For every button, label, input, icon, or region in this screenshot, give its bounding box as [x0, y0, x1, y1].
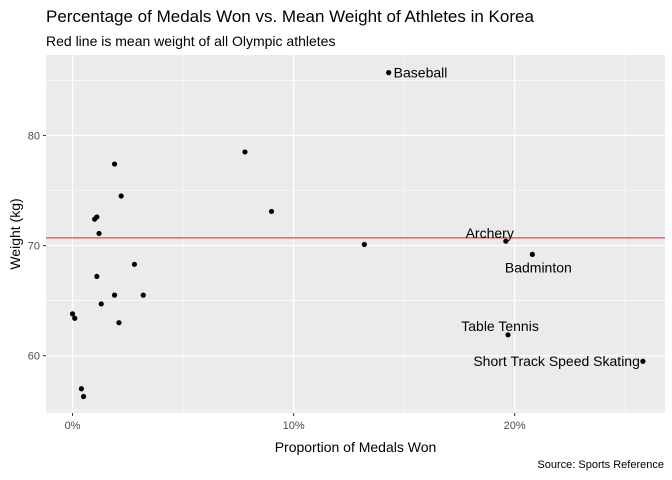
data-point — [503, 238, 509, 244]
source-caption: Source: Sports Reference — [537, 459, 664, 471]
data-point — [242, 149, 248, 155]
data-point — [386, 70, 392, 76]
x-tick-label: 10% — [283, 420, 305, 432]
data-point — [529, 251, 535, 257]
data-point — [80, 393, 87, 400]
y-tick-label: 70 — [28, 241, 40, 253]
data-point — [118, 193, 124, 199]
minor-gridlines — [46, 55, 665, 413]
point-label: Archery — [466, 225, 514, 241]
x-tick-label: 0% — [65, 420, 81, 432]
data-point — [96, 230, 102, 237]
data-point — [111, 161, 118, 167]
data-point — [361, 241, 367, 248]
data-point — [131, 261, 138, 267]
data-point — [94, 273, 100, 280]
y-axis-title: Weight (kg) — [7, 198, 23, 269]
data-point — [72, 315, 78, 321]
x-tick-label: 20% — [504, 420, 526, 432]
data-points — [69, 70, 646, 400]
point-label: Badminton — [505, 259, 572, 275]
data-point — [94, 214, 100, 220]
chart-title: Percentage of Medals Won vs. Mean Weight… — [46, 7, 534, 26]
chart-subtitle: Red line is mean weight of all Olympic a… — [46, 33, 336, 49]
point-label: Short Track Speed Skating — [473, 353, 640, 369]
data-point — [78, 386, 84, 392]
data-point — [98, 301, 104, 307]
major-gridlines — [46, 55, 665, 413]
y-tick-label: 80 — [28, 130, 40, 142]
data-point — [505, 332, 511, 338]
plot-panel — [46, 55, 665, 413]
y-tick-label: 60 — [28, 351, 40, 363]
point-label: Baseball — [394, 65, 448, 81]
x-axis-title: Proportion of Medals Won — [275, 439, 437, 455]
data-point — [140, 292, 146, 298]
x-axis-ticks: 0% 10% 20% — [65, 413, 526, 432]
data-point — [268, 208, 275, 215]
data-point — [640, 358, 646, 364]
data-point — [111, 292, 118, 298]
point-label: Table Tennis — [461, 318, 539, 334]
data-point — [69, 311, 76, 317]
y-axis-ticks: 60 70 80 — [28, 130, 46, 363]
point-labels: Baseball Archery Badminton Table Tennis Shor… — [394, 65, 640, 370]
data-point — [116, 320, 122, 326]
